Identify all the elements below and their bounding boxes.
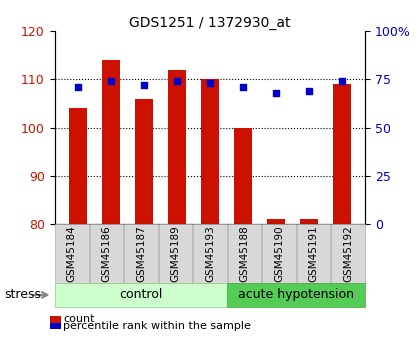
- Bar: [168, 70, 186, 224]
- Bar: [300, 219, 318, 224]
- Bar: [333, 84, 351, 224]
- Text: GSM45192: GSM45192: [343, 225, 353, 282]
- FancyBboxPatch shape: [124, 224, 158, 283]
- FancyBboxPatch shape: [193, 224, 227, 283]
- Text: GSM45186: GSM45186: [101, 225, 111, 282]
- Text: acute hypotension: acute hypotension: [238, 288, 354, 302]
- Bar: [234, 128, 252, 224]
- FancyBboxPatch shape: [55, 224, 89, 283]
- FancyBboxPatch shape: [297, 224, 330, 283]
- Point: [173, 79, 180, 84]
- FancyBboxPatch shape: [159, 224, 192, 283]
- Bar: [267, 219, 285, 224]
- Text: GSM45188: GSM45188: [239, 225, 249, 282]
- Bar: [102, 60, 120, 224]
- FancyBboxPatch shape: [50, 323, 61, 329]
- FancyBboxPatch shape: [227, 283, 365, 307]
- Point: [240, 84, 247, 90]
- Point: [108, 79, 114, 84]
- Bar: [201, 79, 219, 224]
- Bar: [135, 99, 153, 224]
- Point: [306, 88, 312, 94]
- Text: GSM45184: GSM45184: [67, 225, 77, 282]
- Text: percentile rank within the sample: percentile rank within the sample: [63, 321, 251, 331]
- FancyBboxPatch shape: [331, 224, 365, 283]
- Text: GSM45189: GSM45189: [171, 225, 181, 282]
- Text: GSM45187: GSM45187: [136, 225, 146, 282]
- Bar: [69, 108, 87, 224]
- Text: GSM45190: GSM45190: [274, 225, 284, 282]
- Text: stress: stress: [4, 288, 41, 302]
- Point: [141, 82, 147, 88]
- FancyBboxPatch shape: [228, 224, 261, 283]
- Point: [74, 84, 81, 90]
- Point: [339, 79, 346, 84]
- Text: control: control: [119, 288, 163, 302]
- Point: [273, 90, 279, 96]
- Text: GSM45191: GSM45191: [309, 225, 319, 282]
- Text: count: count: [63, 315, 94, 324]
- Point: [207, 80, 213, 86]
- FancyBboxPatch shape: [50, 316, 61, 323]
- FancyBboxPatch shape: [90, 224, 123, 283]
- Title: GDS1251 / 1372930_at: GDS1251 / 1372930_at: [129, 16, 291, 30]
- FancyBboxPatch shape: [55, 283, 227, 307]
- FancyBboxPatch shape: [262, 224, 296, 283]
- Text: GSM45193: GSM45193: [205, 225, 215, 282]
